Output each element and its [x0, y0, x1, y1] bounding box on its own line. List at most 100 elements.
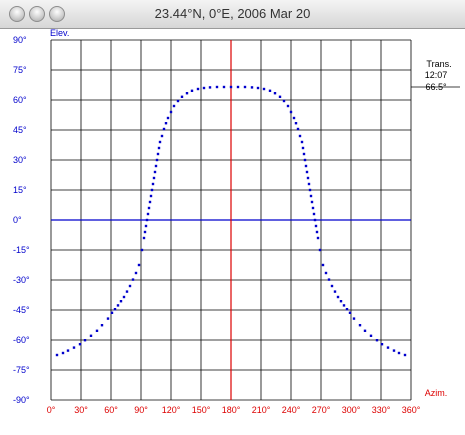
y-tick-label: -45° — [13, 305, 30, 315]
zoom-button[interactable] — [49, 6, 65, 22]
data-point — [78, 343, 82, 346]
data-point — [106, 317, 110, 320]
data-point — [185, 92, 189, 95]
data-point — [140, 248, 144, 252]
data-point — [180, 95, 184, 98]
data-point — [311, 206, 315, 210]
y-tick-label: -60° — [13, 335, 30, 345]
data-point — [222, 85, 226, 89]
data-point — [309, 194, 313, 198]
data-point — [321, 263, 325, 267]
data-point — [306, 176, 310, 180]
data-point — [100, 324, 104, 327]
data-point — [128, 284, 132, 288]
data-point — [315, 230, 319, 234]
data-point — [304, 164, 308, 168]
data-point — [298, 134, 302, 138]
x-tick-label: 180° — [222, 405, 241, 415]
x-tick-label: 90° — [134, 405, 148, 415]
data-point — [282, 99, 286, 103]
data-point — [324, 271, 328, 275]
data-point — [146, 212, 150, 216]
transit-label: Trans. — [426, 59, 451, 69]
y-tick-label: -30° — [13, 275, 30, 285]
y-tick-label: 90° — [13, 35, 27, 45]
data-point — [330, 284, 334, 288]
data-point — [149, 194, 153, 198]
data-point — [369, 334, 373, 337]
data-point — [154, 164, 158, 168]
data-point — [151, 182, 155, 186]
x-tick-label: 0° — [47, 405, 56, 415]
data-point — [144, 224, 148, 228]
minimize-button[interactable] — [29, 6, 45, 22]
data-point — [397, 351, 401, 355]
data-point — [155, 158, 159, 162]
data-point — [166, 116, 170, 120]
data-point — [403, 353, 407, 357]
data-point — [131, 278, 135, 281]
data-point — [268, 89, 272, 92]
data-point — [119, 300, 123, 303]
data-point — [142, 236, 146, 240]
y-tick-label: 30° — [13, 155, 27, 165]
x-tick-label: 30° — [74, 405, 88, 415]
data-point — [318, 248, 322, 252]
data-point — [89, 334, 93, 337]
y-tick-label: -90° — [13, 395, 30, 405]
data-point — [113, 308, 117, 311]
y-axis-label: Elev. — [50, 28, 69, 38]
data-point — [375, 339, 379, 342]
y-tick-label: -15° — [13, 245, 30, 255]
x-tick-label: 300° — [342, 405, 361, 415]
x-tick-label: 240° — [282, 405, 301, 415]
title-bar[interactable]: 23.44°N, 0°E, 2006 Mar 20 — [0, 0, 465, 29]
data-point — [202, 86, 206, 90]
data-point — [66, 349, 70, 352]
y-tick-labels: 90° 75° 60° 45° 30° 15° 0° -15° -30° -45° -60° -75°… — [13, 35, 30, 405]
data-point — [352, 317, 356, 320]
data-point — [392, 349, 396, 352]
data-point — [158, 140, 162, 144]
data-point — [313, 218, 317, 222]
close-button[interactable] — [9, 6, 25, 22]
data-point — [273, 92, 277, 95]
y-tick-label: 0° — [13, 215, 22, 225]
data-point — [333, 290, 337, 293]
data-point — [286, 104, 290, 108]
data-point — [143, 230, 147, 234]
data-point — [336, 295, 340, 299]
data-point — [316, 236, 320, 240]
data-point — [339, 300, 343, 303]
data-point — [303, 158, 307, 162]
data-point — [342, 304, 346, 307]
data-point — [301, 146, 305, 150]
data-point — [308, 188, 312, 192]
data-point — [162, 127, 166, 131]
data-point — [296, 127, 300, 131]
data-point — [122, 295, 126, 299]
y-tick-label: -75° — [13, 365, 30, 375]
data-point — [72, 346, 76, 349]
data-point — [137, 263, 141, 267]
data-point — [134, 271, 138, 275]
data-point — [153, 170, 157, 174]
x-tick-label: 330° — [372, 405, 391, 415]
data-point — [314, 224, 318, 228]
data-point — [125, 290, 129, 293]
data-point — [61, 351, 65, 355]
data-point — [55, 353, 59, 357]
data-point — [95, 329, 99, 332]
x-tick-label: 150° — [192, 405, 211, 415]
x-axis-label: Azim. — [425, 388, 448, 398]
data-point — [363, 329, 367, 332]
data-point — [327, 278, 331, 281]
x-tick-label: 210° — [252, 405, 271, 415]
data-point — [150, 188, 154, 192]
data-point — [345, 308, 349, 311]
data-point — [156, 152, 160, 156]
y-tick-label: 60° — [13, 95, 27, 105]
y-tick-label: 45° — [13, 125, 27, 135]
